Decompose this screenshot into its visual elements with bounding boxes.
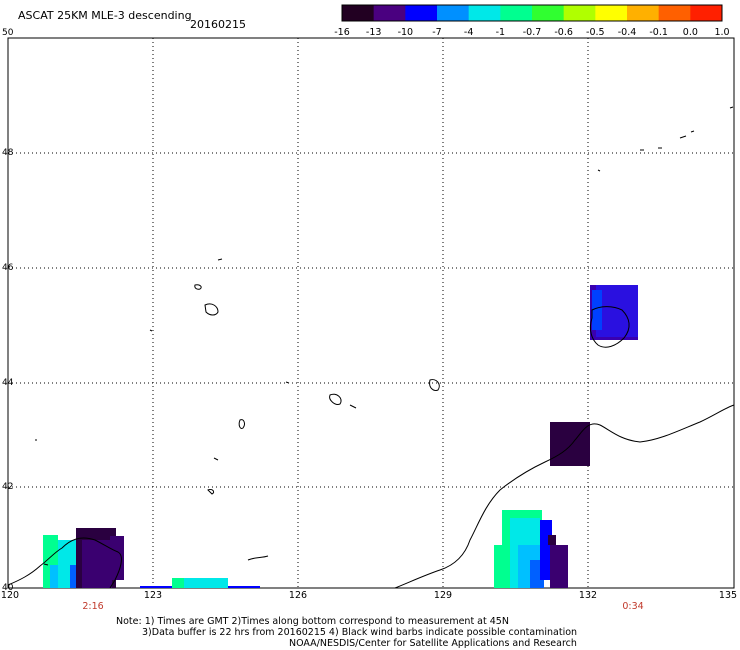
y-label-42: 42 [2,482,14,492]
colorbar-swatch [690,5,723,21]
note-line-1: Note: 1) Times are GMT 2)Times along bot… [116,616,509,627]
colorbar-swatch [468,5,501,21]
colorbar-label: -4 [463,27,474,38]
colorbar-swatch [437,5,470,21]
colorbar-swatch [595,5,628,21]
colorbar-frame [341,4,723,22]
colorbar-label: -1 [495,27,506,38]
colorbar-label: -0.7 [522,27,542,38]
y-label-48: 48 [2,148,14,158]
map-date: 20160215 [190,18,246,31]
colorbar-label: -10 [397,27,414,38]
x-label-132: 132 [578,590,598,601]
time-label-left: 2:16 [82,601,104,612]
swath-block-45n [590,285,638,340]
colorbar-label: -16 [334,27,350,38]
colorbar-label: -0.1 [649,27,668,38]
colorbar-swatch [500,5,533,21]
colorbar-label: 0.0 [682,27,698,38]
colorbar-label: -0.6 [554,27,573,38]
colorbar-swatch [532,5,565,21]
colorbar-label: -13 [365,27,382,38]
gridlines [8,38,734,588]
colorbar-swatch [373,5,406,21]
x-label-120: 120 [0,590,20,601]
note-line-2: 3)Data buffer is 22 hrs from 20160215 4)… [142,627,578,638]
x-label-135: 135 [718,590,738,601]
colorbar-swatch [627,5,660,21]
x-label-129: 129 [433,590,453,601]
colorbar-swatch [658,5,691,21]
coastlines [7,106,735,589]
colorbar-label: -0.4 [617,27,637,38]
plot-frame [7,37,735,589]
colorbar-label: 1.0 [714,27,730,38]
swath-left [43,528,124,588]
colorbar-label: -0.5 [586,27,605,38]
colorbar-swatch [563,5,596,21]
note-line-3: NOAA/NESDIS/Center for Satellite Applica… [289,638,577,649]
x-label-123: 123 [143,590,163,601]
colorbar-swatch [405,5,438,21]
colorbar-swatch [342,5,375,21]
y-label-50: 50 [2,28,14,38]
swath-bottom-center [140,578,260,588]
y-label-40: 40 [2,583,14,593]
x-label-126: 126 [288,590,308,601]
swath-right [494,510,568,588]
time-label-right: 0:34 [622,601,644,612]
y-label-44: 44 [2,378,14,388]
colorbar-label: -7 [432,27,442,38]
map-title: ASCAT 25KM MLE-3 descending [18,9,192,22]
y-label-46: 46 [2,263,14,273]
colorbar [341,4,723,22]
